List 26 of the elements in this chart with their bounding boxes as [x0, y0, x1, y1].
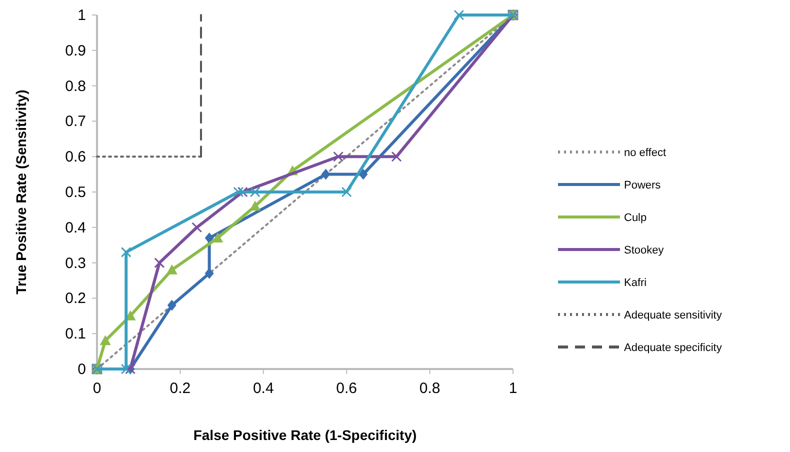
y-tick-label: 0.9 — [65, 42, 86, 60]
y-tick-label: 0.1 — [65, 326, 86, 343]
x-tick-label: 0.6 — [336, 380, 358, 397]
y-tick-label: 0.6 — [65, 148, 86, 166]
x-tick-label: 0 — [92, 380, 102, 397]
x-tick-label: 0.4 — [252, 380, 274, 397]
legend-label: no effect — [624, 147, 666, 159]
legend-label: Powers — [624, 180, 662, 192]
y-tick-label: 1 — [78, 7, 86, 24]
legend-label: Adequate sensitivity — [624, 310, 722, 322]
x-tick-label: 1 — [508, 380, 518, 397]
x-axis-title: False Positive Rate (1-Specificity) — [193, 427, 417, 443]
y-tick-label: 0.4 — [65, 219, 86, 236]
legend-label: Adequate specificity — [624, 342, 722, 354]
legend-label: Stookey — [624, 244, 664, 256]
y-tick-label: 0.2 — [65, 290, 86, 308]
legend-label: Culp — [624, 212, 647, 224]
y-tick-label: 0.3 — [65, 254, 86, 272]
y-tick-label: 0.7 — [65, 113, 86, 130]
y-tick-label: 0 — [78, 361, 86, 378]
x-tick-label: 0.2 — [170, 380, 191, 397]
legend-label: Kafri — [624, 277, 647, 289]
y-tick-label: 0.5 — [65, 184, 86, 201]
x-tick-label: 0.8 — [419, 380, 440, 397]
y-axis-title: True Positive Rate (Sensitivity) — [13, 90, 29, 294]
y-tick-label: 0.8 — [65, 78, 86, 95]
